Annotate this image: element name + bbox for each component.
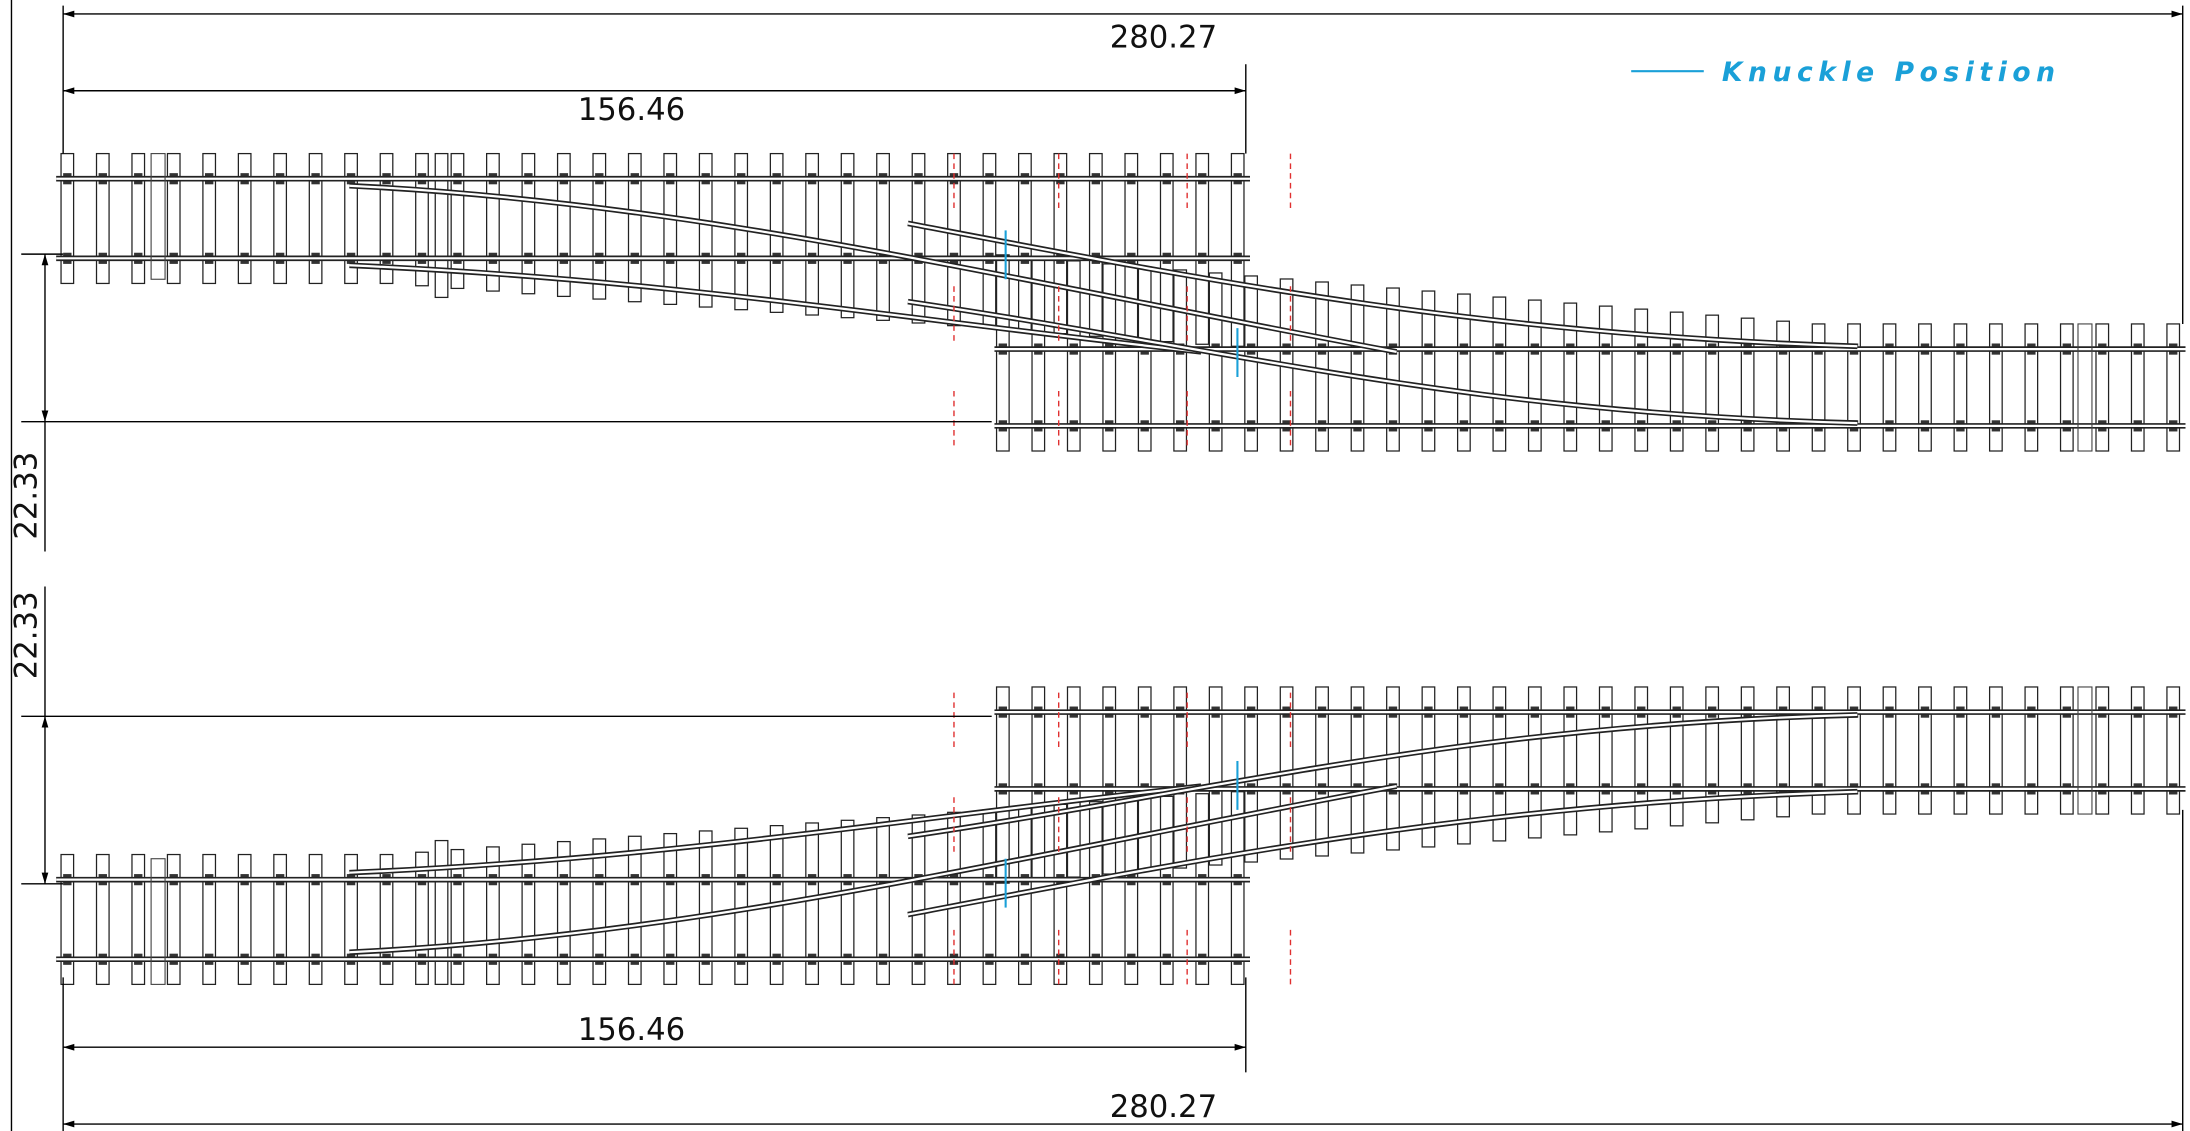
sleeper (1492, 296, 1507, 452)
sleeper (95, 152, 110, 285)
sleeper (308, 152, 323, 285)
dimension-label: 22.33 (9, 452, 45, 540)
rail-head (349, 184, 1397, 353)
sleeper (1195, 152, 1210, 345)
sleeper (1386, 287, 1400, 452)
rail-head (907, 222, 1858, 348)
sleeper (876, 152, 890, 321)
tie-bar (150, 153, 166, 280)
sleeper (911, 152, 926, 324)
sleeper (166, 152, 181, 285)
track-group (56, 152, 2186, 452)
sleeper (273, 152, 288, 285)
dimension-label: 280.27 (1110, 19, 1217, 55)
track-group-mirror (56, 687, 2185, 984)
sleeper (1244, 275, 1259, 452)
rail-head (907, 300, 1858, 425)
sleeper (1918, 323, 1932, 452)
dimension-label: 22.33 (9, 591, 45, 679)
sleeper (1527, 299, 1542, 452)
sleeper (698, 152, 713, 308)
sleeper (2024, 323, 2039, 452)
sleeper (2059, 323, 2074, 452)
sleeper (1315, 281, 1329, 452)
sleeper (2095, 323, 2110, 452)
dimension-label: 156.46 (578, 92, 685, 128)
sleeper (1882, 323, 1897, 452)
sleeper (840, 152, 855, 319)
sleeper (1421, 290, 1436, 452)
rail-head (349, 264, 1202, 353)
sleeper (2130, 323, 2145, 452)
sleeper (60, 152, 75, 285)
sleeper (237, 152, 252, 285)
sleeper (1173, 269, 1188, 452)
sleeper (1847, 323, 1861, 452)
sleeper (434, 152, 449, 299)
sleeper (1563, 302, 1578, 452)
tie-bar (2077, 323, 2093, 452)
sleeper (1456, 293, 1471, 452)
sleeper (1953, 323, 1968, 452)
sleeper (805, 152, 820, 316)
sleeper (1988, 323, 2003, 452)
sleeper (1350, 284, 1365, 452)
sleeper (663, 152, 678, 305)
dimension-label: 280.27 (1110, 1089, 1217, 1125)
sleeper (379, 152, 394, 285)
sleeper (2166, 323, 2181, 452)
sleeper (1159, 152, 1174, 343)
sleeper (1598, 305, 1613, 452)
sleeper (627, 152, 642, 303)
legend-label: Knuckle Position (1722, 57, 2061, 88)
sleeper (202, 152, 217, 285)
sleeper (131, 152, 146, 285)
sleeper (415, 152, 429, 287)
dimension-label: 156.46 (578, 1012, 685, 1048)
